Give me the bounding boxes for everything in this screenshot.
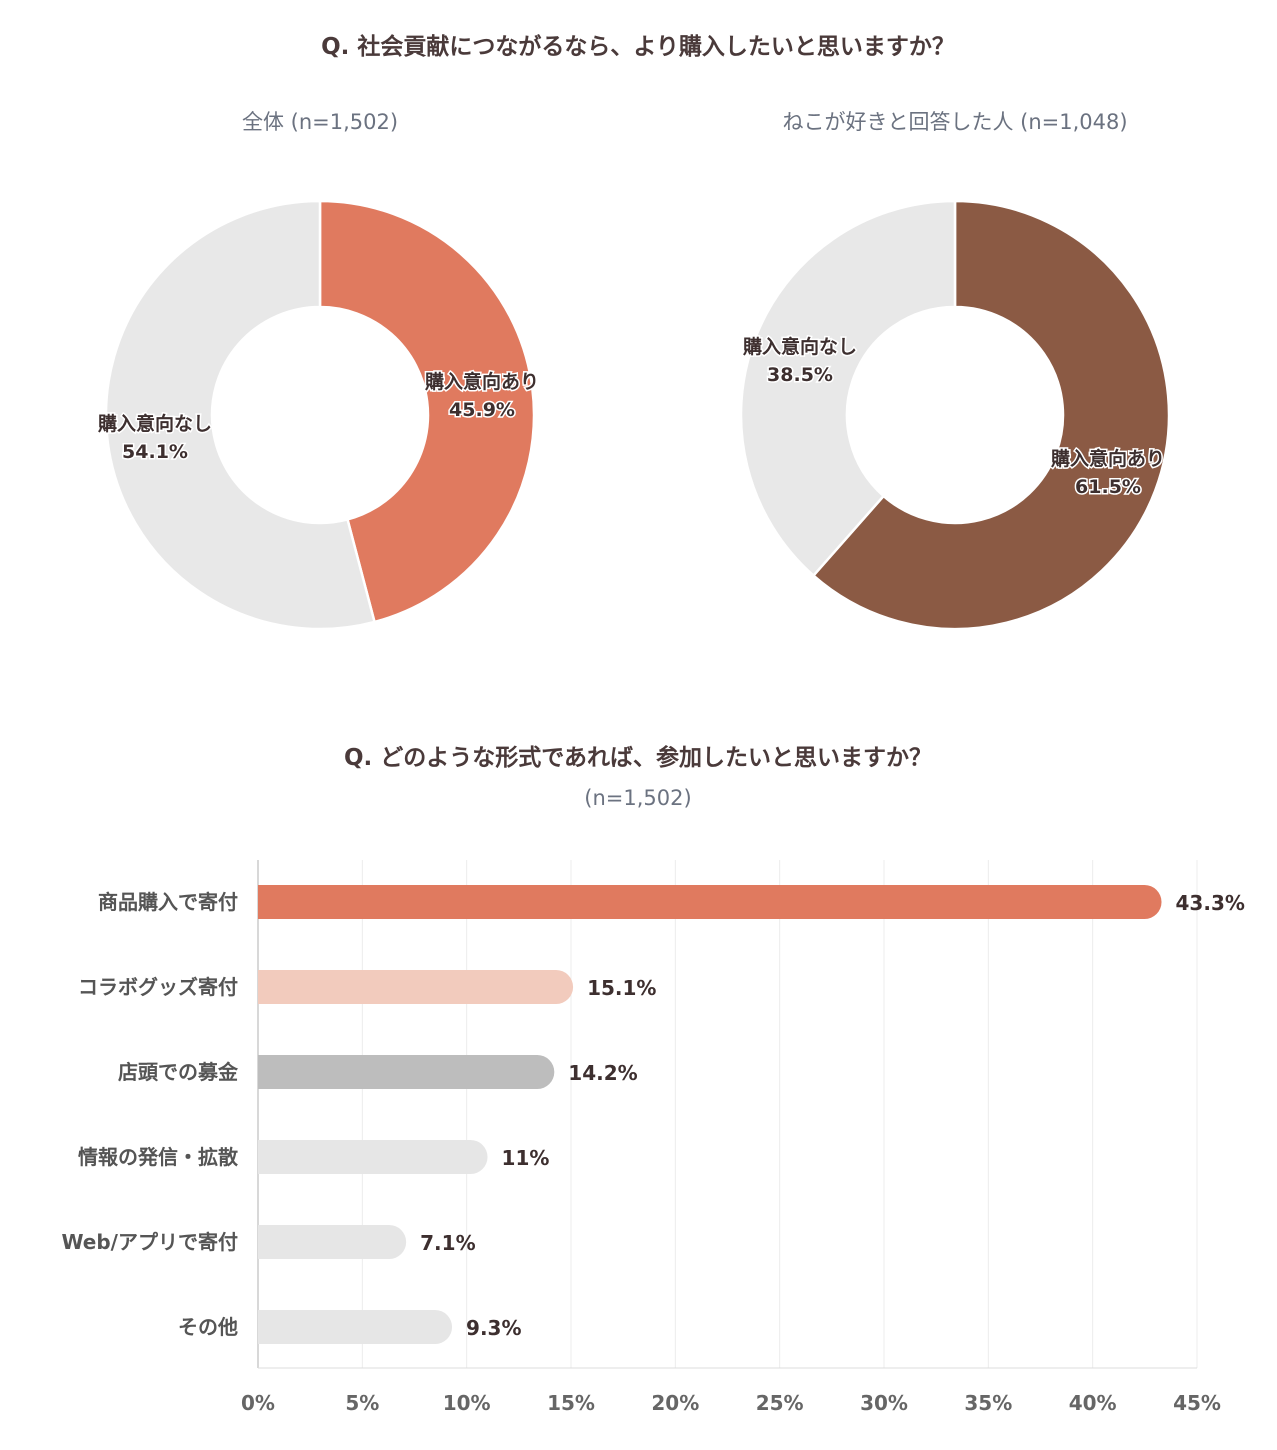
donut-2-slice-1 [811,199,1171,631]
donut-2-slice-1-label: 購入意向あり [1051,447,1165,470]
x-tick-label: 45% [1173,1391,1221,1415]
bar-value-label: 9.3% [466,1316,521,1340]
bar [258,1055,555,1089]
bar [258,1140,488,1174]
donut-2-subtitle: ねこが好きと回答した人 (n=1,048) [782,110,1127,134]
bar-value-label: 14.2% [568,1061,637,1085]
donut-1-subtitle: 全体 (n=1,502) [242,110,398,134]
donut-2-slice-2 [739,199,957,578]
bar-chart-subtitle: (n=1,502) [584,786,691,810]
category-label: 店頭での募金 [118,1060,239,1084]
x-tick-label: 15% [547,1391,595,1415]
x-tick-label: 10% [443,1391,491,1415]
donut-2-slice-1-value: 61.5% [1075,476,1141,498]
donut-1-slice-2-label: 購入意向なし [98,412,212,435]
donut-2-slice-2-value: 38.5% [767,364,833,386]
bar-value-label: 43.3% [1176,891,1245,915]
category-label: コラボグッズ寄付 [78,975,238,999]
bar [258,885,1162,919]
x-tick-label: 25% [756,1391,804,1415]
bar [258,1225,407,1259]
donut-1-slice-1 [318,199,536,624]
category-label: 商品購入で寄付 [98,890,238,914]
donut-section-title: Q. 社会貢献につながるなら、より購入したいと思いますか？ [321,33,955,60]
x-tick-label: 40% [1069,1391,1117,1415]
bar-chart-title: Q. どのような形式であれば、参加したいと思いますか？ [344,744,932,771]
x-tick-label: 5% [345,1391,379,1415]
bar-value-label: 15.1% [587,976,656,1000]
bar-value-label: 7.1% [420,1231,475,1255]
category-label: 情報の発信・拡散 [78,1145,239,1169]
bar [258,1310,453,1344]
donut-2-slice-2-label: 購入意向なし [743,335,857,358]
x-tick-label: 0% [241,1391,275,1415]
donut-1-slice-2-value: 54.1% [122,441,188,463]
donut-1-slice-2 [104,199,377,631]
donut-1-slice-1-value: 45.9% [449,399,515,421]
x-tick-label: 30% [860,1391,908,1415]
bar-value-label: 11% [502,1146,550,1170]
bar [258,970,574,1004]
x-tick-label: 20% [651,1391,699,1415]
donut-1-slice-1-label: 購入意向あり [425,370,539,393]
category-label: Web/アプリで寄付 [61,1230,238,1254]
category-label: その他 [178,1315,238,1339]
x-tick-label: 35% [964,1391,1012,1415]
